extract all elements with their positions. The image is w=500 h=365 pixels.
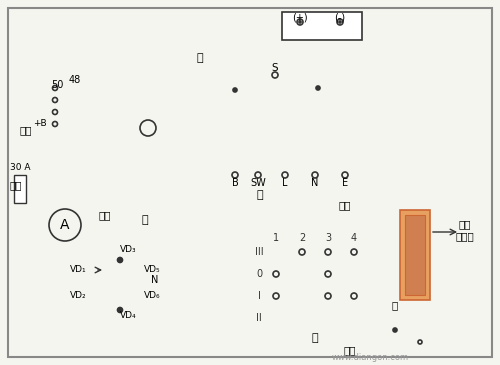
Circle shape — [140, 120, 156, 136]
Circle shape — [325, 293, 331, 299]
Text: 红白: 红白 — [339, 200, 351, 210]
Text: 48: 48 — [69, 75, 81, 85]
Circle shape — [232, 172, 238, 178]
Text: 30 A: 30 A — [10, 164, 30, 173]
Bar — [14, 175, 26, 203]
Text: 红黑: 红黑 — [10, 180, 22, 190]
Text: A: A — [60, 218, 70, 232]
Circle shape — [325, 249, 331, 255]
Text: III: III — [254, 247, 264, 257]
Text: 粉: 粉 — [196, 53, 203, 63]
Text: 50: 50 — [51, 80, 63, 90]
Circle shape — [52, 122, 58, 127]
Text: VD₅: VD₅ — [144, 265, 160, 274]
Circle shape — [351, 249, 357, 255]
Circle shape — [118, 257, 122, 262]
Text: 粉: 粉 — [142, 215, 148, 225]
Text: I: I — [258, 291, 260, 301]
Text: VD₁: VD₁ — [70, 265, 86, 274]
Circle shape — [393, 328, 397, 332]
Circle shape — [255, 172, 261, 178]
Text: 蓝: 蓝 — [312, 333, 318, 343]
Text: 2: 2 — [299, 233, 305, 243]
Text: SW: SW — [250, 178, 266, 188]
Circle shape — [272, 72, 278, 78]
Circle shape — [337, 19, 343, 25]
Circle shape — [299, 21, 301, 23]
Circle shape — [282, 172, 288, 178]
Circle shape — [52, 85, 58, 91]
Circle shape — [418, 340, 422, 344]
Text: (-): (-) — [334, 13, 345, 23]
Text: N: N — [312, 178, 318, 188]
Text: VD₂: VD₂ — [70, 291, 86, 300]
Text: 0: 0 — [256, 269, 262, 279]
Circle shape — [339, 21, 341, 23]
Text: 棕: 棕 — [256, 190, 264, 200]
Circle shape — [342, 172, 348, 178]
Text: 1: 1 — [273, 233, 279, 243]
Bar — [400, 210, 430, 300]
Text: S: S — [272, 63, 278, 73]
Bar — [282, 12, 362, 40]
Bar — [230, 75, 360, 175]
Circle shape — [299, 249, 305, 255]
Text: VD₆: VD₆ — [144, 291, 160, 300]
Text: www.diangon.com: www.diangon.com — [332, 353, 408, 361]
Text: 蓝白: 蓝白 — [344, 345, 356, 355]
Circle shape — [52, 97, 58, 103]
Text: 红黑: 红黑 — [20, 125, 32, 135]
Text: B: B — [232, 178, 238, 188]
Circle shape — [233, 88, 237, 92]
Circle shape — [273, 271, 279, 277]
Circle shape — [273, 293, 279, 299]
Circle shape — [316, 86, 320, 90]
Text: (+): (+) — [292, 13, 308, 23]
Bar — [50, 75, 170, 155]
Circle shape — [351, 293, 357, 299]
Text: +B: +B — [34, 119, 47, 128]
Bar — [250, 230, 380, 330]
Text: 至分
电器盖: 至分 电器盖 — [456, 219, 474, 241]
Circle shape — [312, 172, 318, 178]
Text: II: II — [256, 313, 262, 323]
Circle shape — [118, 307, 122, 312]
Text: VD₃: VD₃ — [120, 246, 136, 254]
Bar — [405, 215, 425, 295]
Circle shape — [297, 19, 303, 25]
Text: VD₄: VD₄ — [120, 311, 136, 319]
Text: 黑: 黑 — [392, 300, 398, 310]
Circle shape — [52, 110, 58, 115]
Circle shape — [49, 209, 81, 241]
Text: 3: 3 — [325, 233, 331, 243]
Circle shape — [325, 271, 331, 277]
Text: E: E — [342, 178, 348, 188]
Text: 4: 4 — [351, 233, 357, 243]
Text: L: L — [282, 178, 288, 188]
Text: N: N — [152, 275, 158, 285]
Text: 红黑: 红黑 — [99, 210, 111, 220]
